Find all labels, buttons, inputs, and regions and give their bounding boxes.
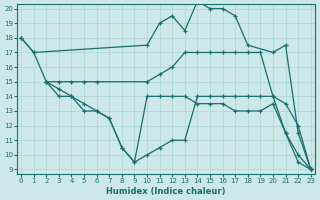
X-axis label: Humidex (Indice chaleur): Humidex (Indice chaleur): [106, 187, 226, 196]
